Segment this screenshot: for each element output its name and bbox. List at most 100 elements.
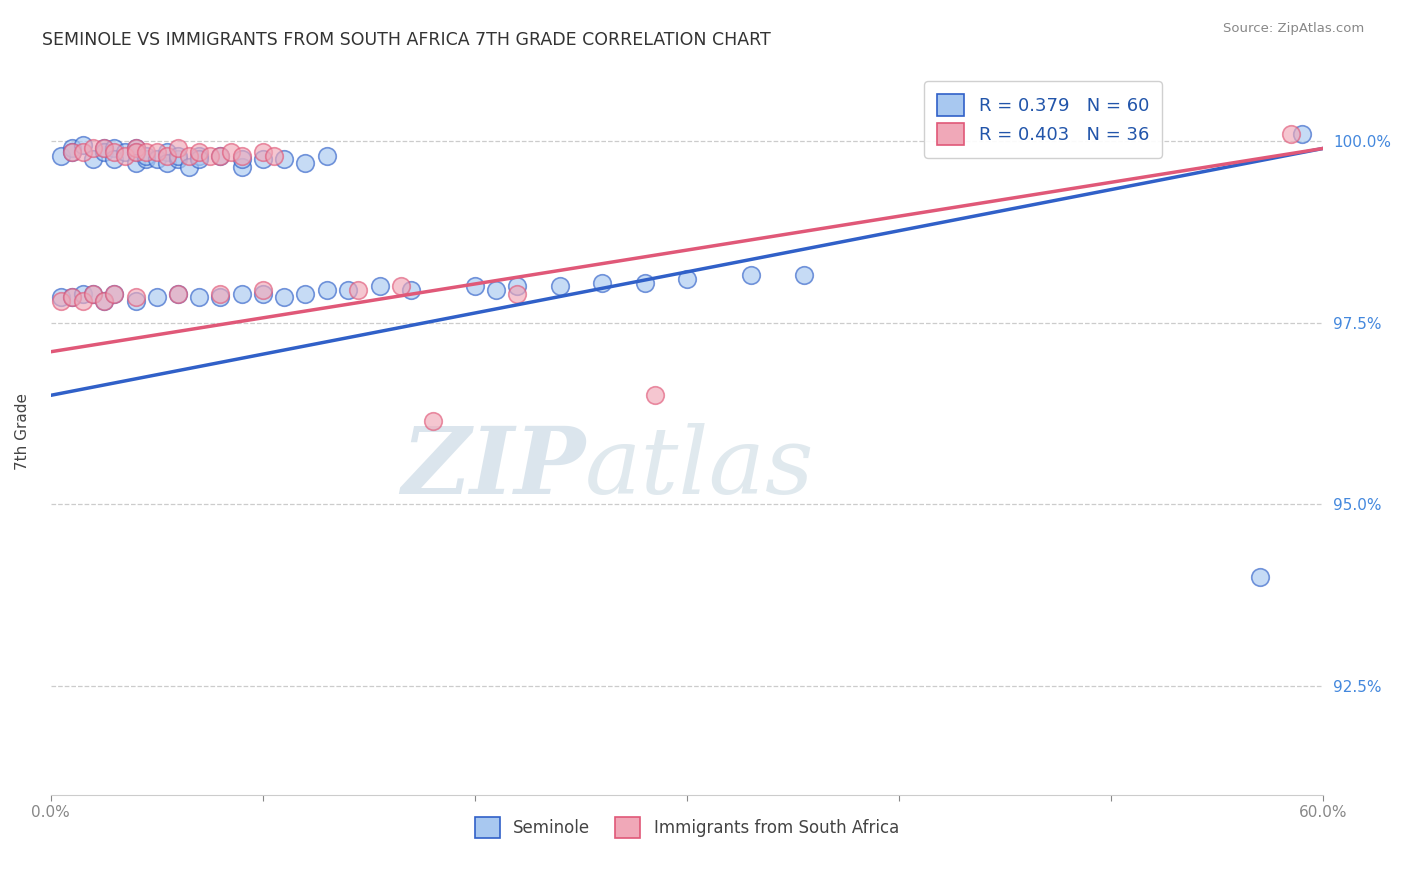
Point (93, 293, 115, 308)
Point (506, 279, 529, 293)
Point (506, 286, 529, 301)
Point (401, 283, 423, 297)
Point (146, 153, 169, 167)
Point (485, 283, 508, 297)
Point (93, 141, 115, 155)
Point (740, 268, 762, 283)
Y-axis label: 7th Grade: 7th Grade (15, 393, 30, 470)
Point (167, 153, 190, 167)
Point (219, 145, 242, 159)
Point (793, 268, 815, 283)
Text: SEMINOLE VS IMMIGRANTS FROM SOUTH AFRICA 7TH GRADE CORRELATION CHART: SEMINOLE VS IMMIGRANTS FROM SOUTH AFRICA… (42, 31, 770, 49)
Point (82, 286, 104, 301)
Point (82, 153, 104, 167)
Point (252, 283, 274, 297)
Point (103, 286, 125, 301)
Point (103, 145, 125, 159)
Point (422, 414, 444, 428)
Point (93, 293, 115, 308)
Legend: Seminole, Immigrants from South Africa: Seminole, Immigrants from South Africa (468, 811, 905, 845)
Point (231, 286, 253, 301)
Point (177, 149, 200, 163)
Point (209, 149, 232, 163)
Point (135, 149, 157, 163)
Point (124, 293, 146, 308)
Point (60, 290, 83, 304)
Point (72, 293, 94, 308)
Point (124, 290, 146, 304)
Point (93, 145, 115, 159)
Point (72, 137, 94, 152)
Point (336, 283, 359, 297)
Point (51, 293, 73, 308)
Point (209, 290, 232, 304)
Point (294, 156, 316, 170)
Text: ZIP: ZIP (401, 423, 585, 513)
Point (51, 149, 73, 163)
Point (548, 279, 571, 293)
Point (252, 145, 274, 159)
Point (188, 149, 211, 163)
Point (124, 156, 146, 170)
Point (124, 141, 146, 155)
Point (1281, 127, 1303, 141)
Point (273, 153, 295, 167)
Point (72, 145, 94, 159)
Point (591, 276, 613, 290)
Point (315, 149, 337, 163)
Text: Source: ZipAtlas.com: Source: ZipAtlas.com (1223, 22, 1364, 36)
Point (315, 283, 337, 297)
Point (82, 141, 104, 155)
Point (156, 145, 179, 159)
Point (1291, 127, 1313, 141)
Point (124, 145, 146, 159)
Point (188, 145, 211, 159)
Point (135, 145, 157, 159)
Point (1249, 570, 1271, 584)
Point (252, 153, 274, 167)
Point (156, 149, 179, 163)
Point (231, 153, 253, 167)
Point (135, 153, 157, 167)
Point (188, 153, 211, 167)
Point (209, 149, 232, 163)
Point (167, 141, 190, 155)
Point (389, 279, 412, 293)
Point (156, 156, 179, 170)
Point (82, 286, 104, 301)
Point (60, 145, 83, 159)
Point (231, 160, 253, 174)
Point (252, 286, 274, 301)
Point (114, 149, 136, 163)
Point (60, 141, 83, 155)
Point (146, 290, 169, 304)
Point (167, 286, 190, 301)
Point (644, 388, 666, 402)
Point (60, 290, 83, 304)
Point (72, 286, 94, 301)
Point (167, 286, 190, 301)
Point (124, 141, 146, 155)
Point (124, 145, 146, 159)
Point (198, 149, 221, 163)
Point (93, 141, 115, 155)
Point (177, 160, 200, 174)
Point (676, 272, 699, 286)
Point (368, 279, 391, 293)
Point (51, 290, 73, 304)
Point (188, 290, 211, 304)
Point (633, 276, 655, 290)
Point (294, 286, 316, 301)
Point (103, 141, 125, 155)
Point (347, 283, 370, 297)
Point (273, 290, 295, 304)
Point (231, 149, 253, 163)
Point (103, 153, 125, 167)
Point (464, 279, 486, 293)
Point (114, 145, 136, 159)
Point (167, 149, 190, 163)
Point (263, 149, 285, 163)
Point (146, 145, 169, 159)
Text: atlas: atlas (585, 423, 814, 513)
Point (209, 286, 232, 301)
